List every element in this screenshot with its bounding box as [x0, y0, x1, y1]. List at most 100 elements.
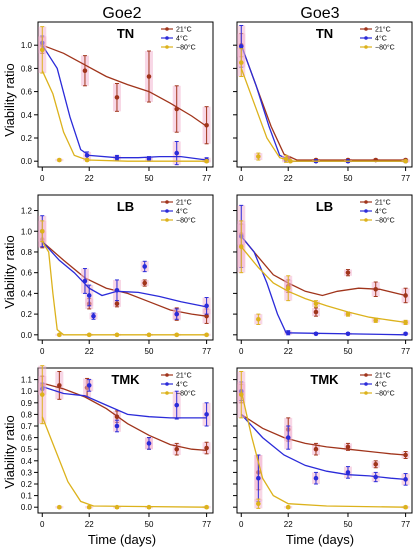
- legend-label: −80°C: [375, 217, 395, 225]
- legend-label: 4°C: [375, 208, 387, 216]
- data-point: [114, 155, 120, 161]
- series-0: [38, 230, 211, 324]
- data-point: [345, 444, 351, 450]
- legend-marker: [165, 45, 169, 49]
- y-tick-label: 0.2: [21, 480, 33, 489]
- data-point: [238, 392, 244, 397]
- data-point: [204, 332, 209, 338]
- series-1: [237, 381, 410, 502]
- y-tick-label: 0.2: [21, 134, 33, 143]
- series-0: [237, 383, 410, 491]
- fitted-curve: [240, 235, 406, 336]
- legend-marker: [165, 373, 169, 377]
- plot-frame: [236, 21, 413, 168]
- data-point: [39, 392, 45, 397]
- data-point: [174, 402, 180, 408]
- data-point: [313, 331, 319, 337]
- y-tick-label: 0.9: [21, 399, 33, 408]
- legend-marker: [364, 391, 368, 395]
- data-point: [114, 95, 120, 100]
- data-point: [288, 158, 293, 164]
- y-tick-label: 0.4: [21, 457, 33, 466]
- fitted-curve: [240, 44, 406, 161]
- data-point: [238, 244, 244, 250]
- data-point: [345, 470, 351, 475]
- series-1: [38, 215, 211, 320]
- legend-marker: [165, 382, 169, 386]
- plot-frame: [236, 194, 413, 341]
- y-tick-label: 0.6: [21, 434, 33, 443]
- legend: 21°C4°C−80°C: [360, 199, 395, 225]
- y-tick-label: 0.2: [21, 310, 33, 319]
- data-point: [84, 153, 90, 158]
- panel-tmk-goe2: TMK 0 22 50 77 0.0 0.1 0.2 0.3 0.4 0.5 0.6 0.7 0.8 0.9…: [21, 365, 214, 529]
- x-tick-label: 77: [202, 520, 211, 529]
- legend: 21°C4°C−80°C: [360, 26, 395, 52]
- data-point: [403, 331, 408, 337]
- data-point: [403, 320, 408, 325]
- panel-title: TN: [117, 26, 134, 41]
- legend-label: 4°C: [176, 208, 188, 216]
- data-point: [403, 477, 408, 482]
- x-tick-label: 0: [40, 347, 45, 356]
- panel-tmk-goe3: TMK 0 22 50 77 21°C4°C−80°C: [233, 367, 413, 529]
- plot-frame: [37, 21, 214, 168]
- y-tick-label: 1.1: [21, 376, 33, 385]
- fitted-curve: [240, 413, 406, 456]
- fitted-curve: [41, 416, 207, 508]
- data-point: [204, 445, 209, 451]
- y-tick-label: 0.4: [21, 111, 33, 120]
- legend-label: 21°C: [375, 199, 391, 207]
- legend: 21°C4°C−80°C: [161, 26, 196, 52]
- panel-tn-goe3: TN 0 22 50 77 21°C4°C−80°C: [233, 21, 413, 183]
- data-point: [174, 311, 180, 317]
- legend-label: 21°C: [375, 26, 391, 34]
- x-tick-label: 50: [145, 347, 154, 356]
- data-point: [285, 285, 291, 291]
- data-point: [256, 475, 261, 481]
- fitted-curve: [41, 70, 207, 162]
- data-point: [146, 441, 152, 446]
- data-point: [256, 501, 261, 507]
- series-1: [237, 204, 410, 337]
- legend-marker: [364, 27, 368, 31]
- series-2: [237, 48, 410, 164]
- x-tick-label: 22: [284, 520, 293, 529]
- data-point: [345, 311, 351, 317]
- data-point: [373, 318, 379, 323]
- legend-marker: [364, 382, 368, 386]
- x-tick-label: 77: [401, 174, 410, 183]
- y-tick-label: 0.1: [21, 492, 33, 501]
- data-point: [114, 423, 120, 429]
- column-title-goe2: Goe2: [102, 5, 141, 22]
- data-point: [256, 316, 261, 322]
- x-axis-label-goe2: Time (days): [88, 532, 156, 547]
- data-point: [313, 446, 319, 452]
- y-tick-label: 1.0: [21, 387, 33, 396]
- y-axis-label-row1: Viability ratio: [2, 63, 17, 136]
- data-point: [174, 150, 180, 156]
- fitted-curve: [240, 391, 406, 508]
- data-point: [142, 264, 148, 269]
- data-point: [313, 309, 319, 315]
- fitted-curve: [42, 385, 207, 419]
- series-0: [237, 33, 410, 163]
- data-point: [86, 504, 92, 510]
- x-tick-label: 22: [284, 174, 293, 183]
- data-point: [39, 47, 45, 53]
- legend-label: 21°C: [176, 372, 192, 380]
- data-point: [238, 44, 244, 49]
- legend: 21°C4°C−80°C: [161, 372, 196, 398]
- data-point: [313, 475, 319, 481]
- x-tick-label: 22: [85, 520, 94, 529]
- x-tick-label: 0: [239, 174, 244, 183]
- data-point: [313, 301, 319, 307]
- legend-label: −80°C: [176, 44, 196, 52]
- fitted-curve: [240, 246, 406, 324]
- legend-label: 21°C: [176, 199, 192, 207]
- x-tick-label: 50: [145, 174, 154, 183]
- fitted-curve: [42, 382, 207, 452]
- x-tick-label: 0: [239, 347, 244, 356]
- legend-label: 4°C: [176, 35, 188, 43]
